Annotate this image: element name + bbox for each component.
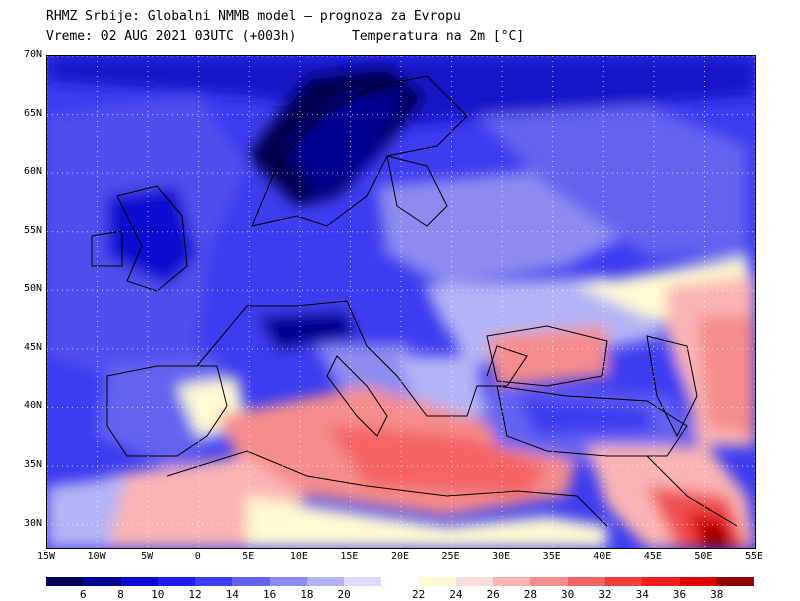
colorbar-segment: [604, 577, 643, 586]
lat-tick-label: 45N: [23, 341, 42, 353]
colorbar-tick-label: 8: [117, 588, 124, 601]
colorbar-segment: [232, 577, 270, 586]
lat-tick-label: 40N: [23, 400, 42, 412]
colorbar-segment: [530, 577, 568, 586]
colorbar-segment: [344, 577, 382, 586]
colorbar-segment: [381, 577, 419, 586]
lat-tick-label: 70N: [23, 49, 42, 60]
colorbar-tick-label: 32: [598, 588, 612, 601]
temperature-map: [46, 55, 756, 549]
colorbar-segment: [157, 577, 196, 586]
colorbar-tick-label: 30: [561, 588, 575, 601]
colorbar-segment: [642, 577, 680, 586]
lon-tick-label: 10W: [87, 551, 106, 562]
colorbar-tick-label: 20: [337, 588, 351, 601]
lat-tick-label: 35N: [23, 459, 42, 470]
temperature-map-svg: [47, 56, 755, 548]
colorbar-tick-label: 24: [449, 588, 463, 601]
colorbar-segment: [46, 577, 84, 586]
lon-tick-label: 30E: [492, 551, 511, 562]
colorbar-tick-label: 14: [225, 588, 239, 601]
lon-tick-label: 40E: [593, 551, 612, 562]
colorbar-tick-label: 34: [635, 588, 649, 601]
lon-tick-label: 15W: [36, 551, 56, 562]
lon-tick-label: 45E: [643, 551, 662, 562]
colorbar-segment: [418, 577, 456, 586]
colorbar-segment: [83, 577, 121, 586]
colorbar-tick-label: 28: [523, 588, 538, 601]
colorbar-tick-label: 36: [672, 588, 687, 601]
colorbar-tick-label: 38: [710, 588, 724, 601]
colorbar-segment: [679, 577, 717, 586]
colorbar-tick-label: 22: [412, 588, 426, 601]
colorbar-segment: [567, 577, 605, 586]
lon-tick-label: 0: [194, 551, 201, 562]
colorbar-segment: [120, 577, 158, 586]
graticule: [47, 56, 755, 548]
lon-tick-label: 5E: [242, 551, 255, 562]
colorbar-segment: [493, 577, 531, 586]
lon-tick-label: 50E: [694, 551, 713, 562]
lon-tick-label: 10E: [289, 551, 308, 562]
colorbar: [46, 577, 755, 586]
colorbar-segment: [716, 577, 755, 586]
lat-tick-label: 60N: [23, 166, 42, 178]
colorbar-segment: [195, 577, 233, 586]
colorbar-tick-label: 26: [486, 588, 500, 601]
lon-tick-label: 35E: [542, 551, 561, 562]
lon-tick-label: 5W: [141, 551, 154, 562]
variable-label: Temperatura na 2m [°C]: [352, 29, 525, 44]
colorbar-tick-label: 16: [262, 588, 277, 601]
lat-tick-label: 65N: [23, 107, 42, 119]
colorbar-tick-label: 12: [188, 588, 202, 601]
colorbar-tick-label: 18: [300, 588, 314, 601]
lat-tick-label: 50N: [23, 283, 42, 295]
lon-tick-label: 20E: [390, 551, 410, 562]
colorbar-segment: [306, 577, 345, 586]
forecast-time: Vreme: 02 AUG 2021 03UTC (+003h): [46, 29, 297, 44]
lat-tick-label: 30N: [23, 517, 42, 529]
colorbar-tick-label: 6: [79, 588, 87, 601]
colorbar-tick-label: 10: [151, 588, 165, 601]
lat-tick-label: 55N: [23, 224, 42, 236]
lon-tick-label: 25E: [441, 551, 460, 562]
lon-tick-label: 55E: [744, 551, 764, 562]
lon-tick-label: 15E: [340, 551, 359, 562]
colorbar-segment: [269, 577, 307, 586]
colorbar-segment: [455, 577, 494, 586]
coastlines: [91, 75, 738, 527]
map-title: RHMZ Srbije: Globalni NMMB model — progn…: [46, 9, 461, 24]
